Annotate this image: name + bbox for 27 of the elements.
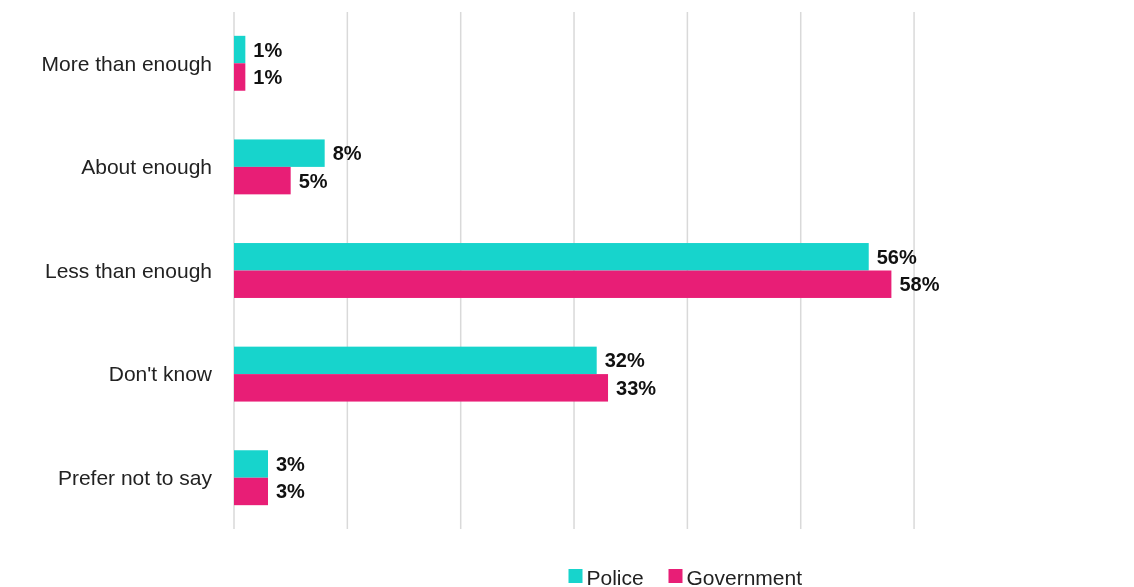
data-label: 3% <box>276 452 306 475</box>
bar <box>234 166 291 195</box>
legend-label: Police <box>586 566 644 587</box>
legend-label: Government <box>686 566 803 587</box>
data-label: 1% <box>253 66 283 89</box>
bar <box>234 139 325 167</box>
data-label: 56% <box>876 245 917 268</box>
bar <box>234 243 869 271</box>
y-tick-label: Don't know <box>108 362 213 386</box>
data-label: 32% <box>604 349 645 372</box>
bar <box>234 63 246 91</box>
bar <box>234 270 892 298</box>
bar <box>234 450 268 478</box>
bar <box>234 477 268 506</box>
bar <box>234 374 609 402</box>
y-tick-label: Prefer not to say <box>57 466 213 490</box>
data-label: 1% <box>253 38 283 61</box>
y-tick-label: About enough <box>81 155 212 179</box>
y-tick-label: Less than enough <box>45 258 212 282</box>
data-label: 3% <box>276 480 306 503</box>
y-tick-label: More than enough <box>41 51 212 75</box>
data-label: 33% <box>616 376 657 399</box>
bar <box>234 346 597 375</box>
data-label: 8% <box>332 142 362 165</box>
data-label: 5% <box>298 169 328 192</box>
bar <box>234 35 246 64</box>
data-label: 58% <box>899 273 940 296</box>
